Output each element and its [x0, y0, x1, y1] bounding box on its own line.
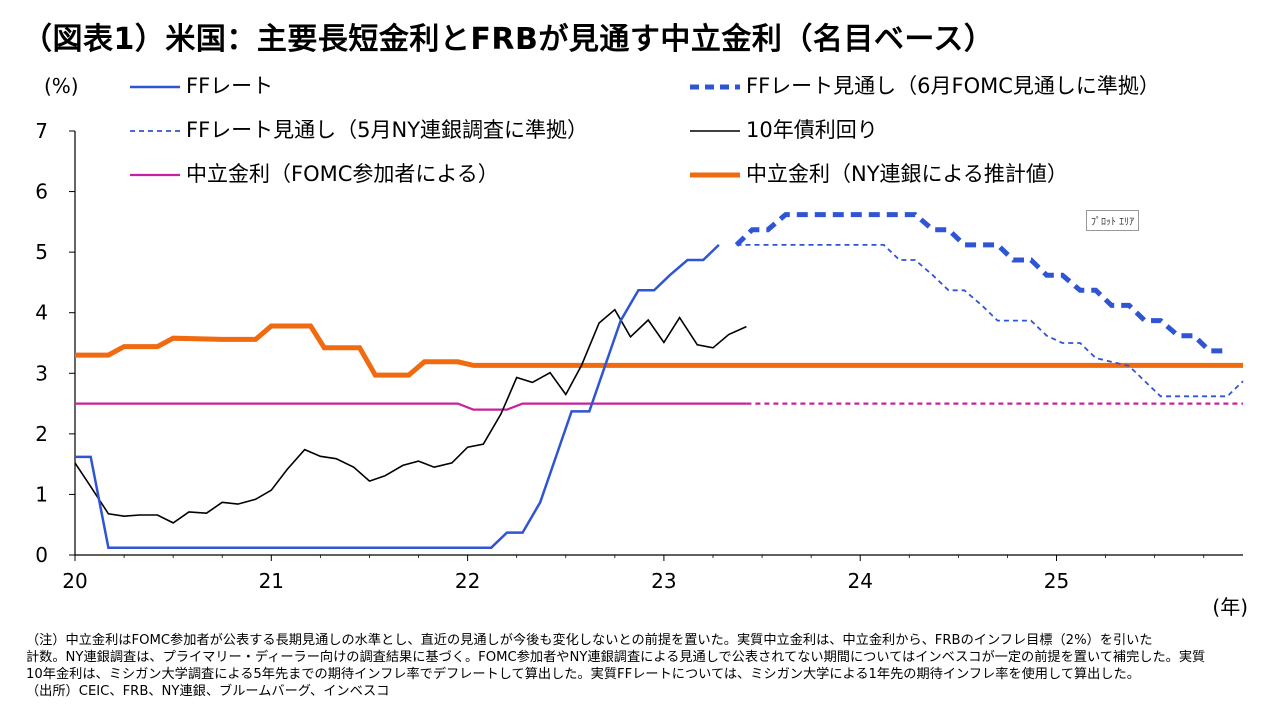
legend-item-10y-yield: 10年債利回り — [690, 114, 878, 144]
legend-item-ff-rate: FFレート — [130, 70, 273, 100]
y-tick-label: 1 — [35, 482, 48, 506]
series-line-4 — [75, 402, 747, 411]
x-tick-label: 22 — [455, 569, 480, 593]
legend-item-neutral-fomc: 中立金利（FOMC参加者による） — [130, 158, 499, 188]
legend-swatch-ff-fomc-outlook — [690, 84, 740, 90]
legend-swatch-ff-nyfed-outlook — [130, 130, 180, 132]
legend-label: FFレート — [186, 74, 274, 98]
x-tick-label: 23 — [651, 569, 676, 593]
footnote-line: （注）中立金利はFOMC参加者が公表する長期見通しの水準とし、直近の見通しが今後… — [26, 633, 1153, 648]
legend-item-ff-fomc-outlook: FFレート見通し（6月FOMC見通しに準拠） — [690, 70, 1160, 100]
series-line-0 — [75, 243, 720, 549]
source-line: （出所）CEIC、FRB、NY連銀、ブルームバーグ、インベスコ — [26, 684, 390, 699]
legend-item-ff-nyfed-outlook: FFレート見通し（5月NY連銀調査に準拠） — [130, 114, 588, 144]
y-tick-label: 6 — [35, 180, 48, 204]
legend-item-neutral-nyfed: 中立金利（NY連銀による推計値） — [690, 158, 1068, 188]
y-tick-label: 7 — [35, 119, 48, 143]
series-line-1 — [734, 212, 1228, 354]
series-line-3 — [74, 308, 747, 524]
y-axis-unit: (%) — [44, 74, 79, 98]
series-line-6 — [75, 323, 1243, 378]
legend-label: 10年債利回り — [746, 118, 878, 142]
legend-swatch-neutral-fomc — [130, 173, 180, 177]
x-tick-label: 25 — [1044, 569, 1069, 593]
x-tick-label: 24 — [847, 569, 872, 593]
x-tick-label: 20 — [62, 569, 87, 593]
footnote-line: 10年金利は、ミシガン大学調査による5年先までの期待インフレ率でデフレートして算… — [26, 667, 1140, 682]
plot-area-tag: ﾌﾟﾛｯﾄ ｴﾘｱ — [1086, 210, 1140, 231]
y-tick-label: 5 — [35, 240, 48, 264]
y-tick-label: 3 — [35, 361, 48, 385]
y-tick-label: 4 — [35, 301, 48, 325]
footnote-line: 計数。NY連銀調査は、プライマリー・ディーラー向けの調査結果に基づく。FOMC参… — [26, 650, 1206, 665]
legend-swatch-ff-rate — [130, 85, 180, 89]
series-line-2 — [736, 243, 1244, 398]
legend-label: 中立金利（FOMC参加者による） — [186, 162, 499, 186]
x-tick-label: 21 — [259, 569, 284, 593]
footnote: （注）中立金利はFOMC参加者が公表する長期見通しの水準とし、直近の見通しが今後… — [26, 632, 1266, 700]
legend-swatch-neutral-nyfed — [690, 172, 740, 178]
legend-label: FFレート見通し（5月NY連銀調査に準拠） — [186, 118, 589, 142]
y-tick-label: 2 — [35, 422, 48, 446]
legend-label: FFレート見通し（6月FOMC見通しに準拠） — [746, 74, 1160, 98]
chart-title: （図表1）米国：主要長短金利とFRBが見通す中立金利（名目ベース） — [22, 22, 995, 57]
legend-swatch-10y-yield — [690, 130, 740, 132]
legend-label: 中立金利（NY連銀による推計値） — [746, 162, 1068, 186]
x-axis-unit: (年) — [1212, 595, 1248, 619]
y-tick-label: 0 — [35, 543, 48, 567]
